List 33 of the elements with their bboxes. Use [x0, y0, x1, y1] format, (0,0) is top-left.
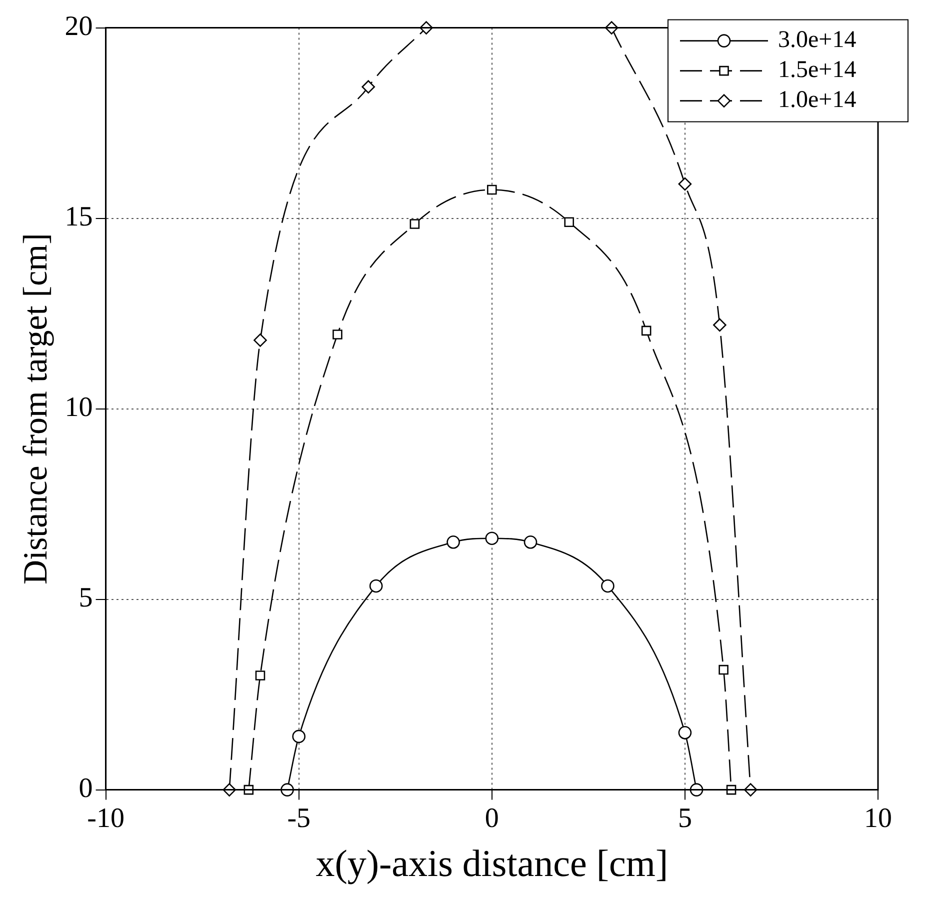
point [362, 80, 375, 94]
point [369, 579, 383, 593]
point [485, 532, 499, 545]
legend-label: 3.0e+14 [778, 27, 856, 54]
y-tick-label: 10 [64, 392, 93, 424]
point [713, 318, 726, 332]
point [332, 330, 342, 340]
point [255, 670, 266, 680]
point [601, 579, 614, 593]
point [718, 664, 728, 675]
x-tick-label: -5 [287, 802, 311, 834]
legend-label: 1.5e+14 [778, 57, 856, 84]
x-tick-label: -10 [87, 802, 124, 834]
y-tick-label: 15 [64, 202, 93, 233]
x-tick-label: 0 [484, 802, 499, 834]
y-tick-label: 5 [78, 582, 93, 614]
x-axis-title: x(y)-axis distance [cm] [316, 843, 668, 886]
point [254, 334, 267, 347]
x-tick-label: 10 [864, 802, 892, 834]
x-tick-label: 5 [678, 802, 692, 834]
point [410, 219, 420, 229]
point [446, 536, 460, 549]
y-tick-label: 0 [78, 773, 93, 804]
legend-label: 1.0e+14 [778, 87, 856, 114]
point [524, 536, 538, 549]
point [292, 730, 306, 744]
y-axis-title: Distance from target [cm] [17, 233, 54, 585]
point [487, 184, 497, 195]
point [564, 217, 574, 228]
y-tick-label: 20 [64, 11, 93, 42]
point [678, 726, 692, 740]
point [641, 326, 652, 336]
point [678, 177, 692, 191]
